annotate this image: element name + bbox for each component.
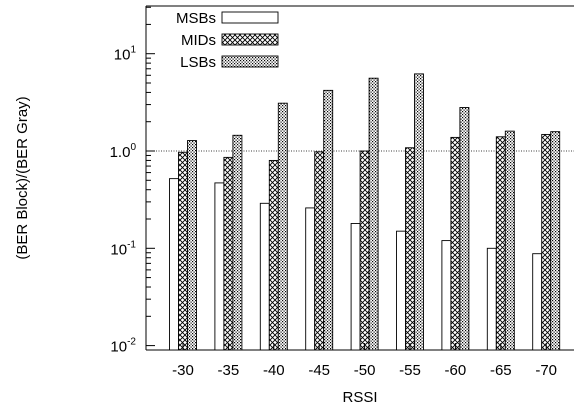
- bar-msbs--60: [441, 240, 452, 351]
- y-tick-label: 10-2: [110, 337, 136, 356]
- x-tick-label: -35: [218, 362, 240, 379]
- y-tick-label: 1.00: [110, 142, 137, 161]
- bar-lsbs--30: [187, 140, 197, 351]
- bar-lsbs--70: [550, 131, 561, 351]
- bar-msbs--70: [532, 253, 543, 351]
- bar-mids--55: [405, 147, 415, 351]
- bar-lsbs--60: [459, 107, 470, 351]
- legend-swatch-msbs: [221, 11, 279, 24]
- bar-mids--40: [268, 159, 279, 351]
- legend-swatch-lsbs: [221, 55, 279, 68]
- bar-lsbs--35: [232, 134, 243, 351]
- x-axis-title: RSSI: [342, 389, 377, 406]
- legend-swatch-mids: [221, 33, 279, 46]
- legend-label-mids: MIDs: [181, 32, 216, 49]
- y-axis-ticks: 10-2 10-1 1.00 101: [110, 6, 155, 356]
- bar-msbs--40: [259, 202, 270, 351]
- bar-lsbs--45: [323, 89, 334, 351]
- x-tick-label: -55: [399, 362, 421, 379]
- bar-msbs--30: [169, 178, 179, 351]
- bar-msbs--45: [305, 207, 316, 351]
- y-tick-label: 10-1: [110, 239, 136, 258]
- bar-mids--45: [314, 151, 325, 351]
- bar-msbs--50: [350, 223, 361, 351]
- bar-lsbs--50: [368, 77, 379, 351]
- bar-msbs--35: [214, 182, 225, 351]
- bar-mids--35: [223, 156, 234, 351]
- bar-mids--50: [359, 150, 370, 351]
- bar-series-group: [169, 73, 561, 351]
- x-tick-label: -45: [308, 362, 330, 379]
- x-tick-label: -60: [445, 362, 467, 379]
- legend-label-msbs: MSBs: [176, 10, 216, 27]
- y-axis-title: (BER Block)/(BER Gray): [14, 96, 31, 259]
- legend: MSBs MIDs LSBs: [176, 10, 279, 71]
- bar-mids--30: [178, 151, 188, 351]
- x-tick-label: -30: [172, 362, 194, 379]
- x-tick-label: -50: [354, 362, 376, 379]
- bar-lsbs--65: [504, 130, 515, 351]
- x-tick-label: -65: [490, 362, 512, 379]
- x-tick-label: -40: [263, 362, 285, 379]
- y-tick-label: 101: [114, 45, 137, 64]
- bar-lsbs--40: [277, 102, 288, 351]
- bar-lsbs--55: [414, 73, 424, 351]
- x-tick-label: -70: [535, 362, 557, 379]
- x-axis-ticks: -30 -35 -40 -45 -50 -55 -60 -65 -70: [172, 343, 557, 379]
- legend-label-lsbs: LSBs: [180, 54, 216, 71]
- bar-msbs--55: [396, 230, 406, 351]
- bar-mids--70: [541, 133, 552, 351]
- bar-msbs--65: [486, 247, 497, 351]
- bar-mids--65: [495, 136, 506, 351]
- bar-mids--60: [450, 136, 461, 351]
